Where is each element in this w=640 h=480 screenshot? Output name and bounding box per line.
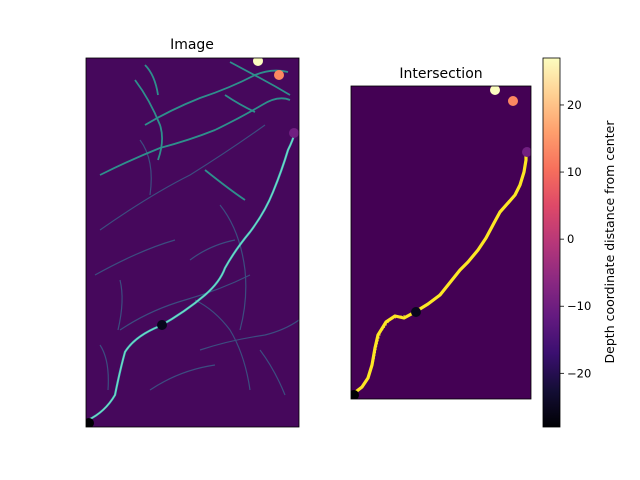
intersection-marker-top-2 xyxy=(490,86,500,95)
intersection-path-edge xyxy=(355,164,526,393)
colorbar-tick-label: 10 xyxy=(567,165,582,179)
colorbar-tick-label: 0 xyxy=(567,232,574,246)
intersection-marker-midpoint xyxy=(411,307,421,317)
colorbar-ticks: −20 −10 0 10 20 xyxy=(560,98,591,380)
colorbar-label: Depth coordinate distance from center xyxy=(602,120,617,364)
colorbar-gradient xyxy=(542,57,561,428)
intersection-background xyxy=(351,86,531,399)
main-neurite-highlight xyxy=(87,131,296,421)
colorbar-tick-label: −20 xyxy=(567,366,591,380)
image-marker-near-end xyxy=(289,128,299,138)
image-panel xyxy=(86,58,299,427)
intersection-marker-near-end xyxy=(522,147,531,157)
intersection-frame xyxy=(350,85,532,400)
faint-neurites xyxy=(94,124,299,396)
intersection-marker-top-1 xyxy=(508,96,518,106)
image-marker-path-start xyxy=(86,418,94,427)
colorbar-tick-label: 20 xyxy=(567,98,582,112)
bright-neurites xyxy=(99,61,291,201)
intersection-path xyxy=(352,152,528,396)
image-marker-midpoint xyxy=(157,320,167,330)
intersection-marker-path-start xyxy=(351,390,359,399)
image-marker-top-1 xyxy=(274,70,284,80)
image-frame xyxy=(85,57,300,428)
image-marker-top-2 xyxy=(253,58,263,66)
left-panel-title: Image xyxy=(170,37,214,53)
intersection-panel xyxy=(351,86,531,399)
image-background xyxy=(86,58,299,427)
colorbar: −20 −10 0 10 20 Depth coordinate distance fr… xyxy=(542,57,617,428)
colorbar-tick-label: −10 xyxy=(567,299,591,313)
right-panel-title: Intersection xyxy=(399,66,482,82)
